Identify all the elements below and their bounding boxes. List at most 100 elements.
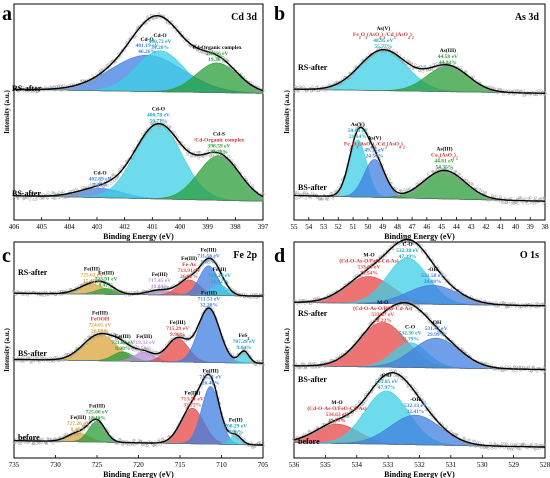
peak-energy: 401.19 eV	[136, 43, 159, 49]
data-point	[243, 81, 247, 85]
data-point	[364, 61, 367, 65]
data-point	[75, 187, 78, 191]
data-point	[212, 256, 215, 260]
data-point	[118, 167, 121, 171]
data-point	[88, 418, 92, 422]
peak-label-secondary: Fe-As	[182, 262, 196, 268]
data-point	[115, 177, 118, 180]
data-point	[22, 197, 26, 200]
data-point	[138, 350, 142, 354]
peak-energy: 49.55 eV	[364, 147, 384, 153]
data-point	[29, 90, 33, 93]
sample-label: BS-after	[298, 375, 327, 384]
peak-energy: 44.81 eV	[434, 158, 454, 164]
data-point	[216, 154, 220, 158]
data-point	[149, 14, 153, 17]
data-point	[59, 89, 63, 92]
data-point	[227, 154, 230, 158]
data-point	[499, 88, 503, 91]
data-point	[223, 151, 227, 154]
data-point	[248, 181, 251, 185]
data-point	[146, 352, 149, 356]
data-point	[101, 68, 104, 71]
data-point	[106, 183, 110, 187]
element-title: O 1s	[520, 250, 539, 261]
x-tick-label: 53	[320, 223, 328, 231]
x-tick-label: 705	[258, 461, 269, 469]
data-point	[42, 197, 45, 200]
data-point	[468, 181, 472, 185]
peak-label: Fe(III)	[136, 333, 152, 340]
data-point	[406, 187, 409, 191]
peak-label: Fe(III)	[89, 402, 105, 409]
data-point	[340, 82, 344, 85]
data-point	[491, 194, 494, 197]
x-tick-label: 39	[527, 223, 535, 231]
data-point	[310, 191, 314, 195]
data-point	[36, 192, 40, 196]
data-point	[108, 177, 111, 180]
x-tick-label: 42	[482, 223, 490, 231]
data-point	[12, 89, 16, 92]
data-point	[417, 181, 421, 184]
peak-energy: 402.89 eV	[89, 176, 112, 182]
data-point	[258, 440, 262, 444]
data-point	[460, 181, 464, 184]
data-point	[108, 67, 111, 70]
data-point	[159, 443, 163, 447]
data-point	[420, 307, 424, 311]
data-point	[446, 61, 449, 64]
data-point	[231, 434, 235, 438]
data-point	[511, 369, 515, 373]
data-point	[244, 348, 248, 351]
data-point	[153, 443, 157, 447]
data-point	[490, 363, 493, 367]
data-point	[458, 179, 462, 182]
data-point	[522, 89, 526, 93]
data-point	[313, 362, 317, 365]
data-point	[146, 15, 149, 19]
data-point	[35, 356, 38, 359]
x-tick-label: 720	[133, 461, 144, 469]
data-point	[486, 362, 490, 366]
peak-share: 32.41%	[406, 409, 424, 415]
data-point	[418, 184, 422, 188]
data-point	[120, 165, 124, 168]
peak-share: 41.78%	[210, 150, 228, 156]
data-point	[365, 270, 369, 274]
x-tick-label: 406	[9, 223, 20, 231]
data-point	[174, 139, 177, 142]
sample-label: RS-after	[298, 63, 328, 72]
data-point	[421, 70, 425, 73]
data-point	[412, 189, 416, 193]
data-point	[170, 19, 173, 23]
data-point	[166, 17, 170, 20]
x-tick-label: 397	[258, 223, 269, 231]
peak-share: 8.00%	[115, 346, 130, 352]
data-point	[504, 365, 508, 368]
data-point	[514, 369, 517, 373]
data-point	[35, 442, 39, 446]
data-point	[21, 86, 25, 89]
data-point	[92, 415, 96, 419]
peak-energy: 715.29 eV	[166, 326, 189, 332]
data-point	[207, 53, 210, 56]
data-point	[472, 75, 475, 79]
data-point	[322, 299, 325, 302]
data-point	[178, 143, 182, 147]
data-point	[18, 86, 21, 89]
data-point	[428, 68, 432, 72]
data-point	[302, 192, 306, 195]
data-point	[534, 196, 538, 199]
data-point	[210, 306, 214, 310]
data-point	[238, 433, 242, 436]
data-point	[454, 169, 458, 173]
data-point	[60, 293, 63, 297]
data-point	[72, 82, 75, 86]
panel-letter: c	[2, 245, 11, 267]
data-point	[294, 191, 298, 195]
peak-share: 19.61%	[328, 418, 346, 424]
peak-share: 21.14%	[349, 134, 367, 140]
